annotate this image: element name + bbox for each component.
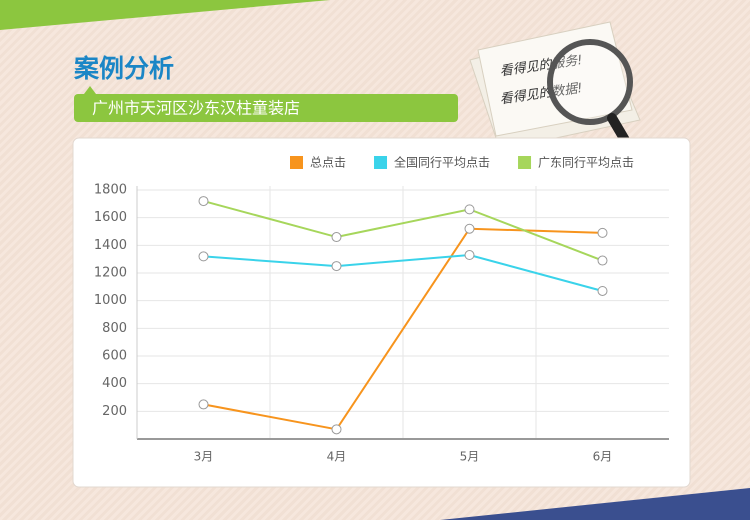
pointer xyxy=(84,86,96,94)
series-line xyxy=(203,227,603,431)
magnifier xyxy=(547,39,633,125)
chart: 200 400 600 800 1000 1200 1400 1600 1800 3月 4月 5月 6月… xyxy=(94,155,669,464)
point xyxy=(597,285,608,296)
legend-label: 广东同行平均点击 xyxy=(538,156,634,170)
y-tick-label: 1000 xyxy=(94,293,127,308)
point xyxy=(464,204,475,215)
point xyxy=(198,399,209,410)
legend-label: 全国同行平均点击 xyxy=(394,155,490,170)
point xyxy=(464,223,475,234)
bottom-stripe xyxy=(440,488,750,520)
x-tick-label: 3月 xyxy=(194,450,214,464)
y-tick-label: 600 xyxy=(102,349,127,364)
legend-swatch xyxy=(374,156,388,169)
y-tick-label: 400 xyxy=(102,376,127,391)
legend-label: 总点击 xyxy=(310,156,346,170)
badge: 看得见的服务! 看得见的数据! xyxy=(469,21,641,157)
point xyxy=(331,261,342,272)
page-title: 案例分析 xyxy=(73,54,174,83)
y-tick-label: 800 xyxy=(102,321,127,336)
paper xyxy=(477,21,633,137)
subtitle: 广州市天河区沙东汉柱童装店 xyxy=(92,99,300,118)
series-line xyxy=(203,200,603,262)
y-tick-label: 1600 xyxy=(94,210,127,225)
point xyxy=(331,424,342,435)
y-tick-label: 1200 xyxy=(94,266,127,281)
subtitle-bar xyxy=(74,94,458,122)
series-line xyxy=(203,254,603,292)
top-stripe xyxy=(0,0,330,30)
point xyxy=(198,251,209,262)
x-tick-label: 6月 xyxy=(593,450,613,464)
legend-swatch xyxy=(290,156,303,169)
x-tick-label: 4月 xyxy=(327,450,347,464)
y-tick-label: 200 xyxy=(102,404,127,419)
point xyxy=(597,227,608,238)
y-tick-label: 1400 xyxy=(94,238,127,253)
point xyxy=(331,232,342,243)
point xyxy=(198,196,209,207)
point xyxy=(597,255,608,266)
legend-swatch xyxy=(518,156,532,169)
x-tick-label: 5月 xyxy=(460,450,480,464)
y-tick-label: 1800 xyxy=(94,183,127,198)
point xyxy=(464,250,475,261)
